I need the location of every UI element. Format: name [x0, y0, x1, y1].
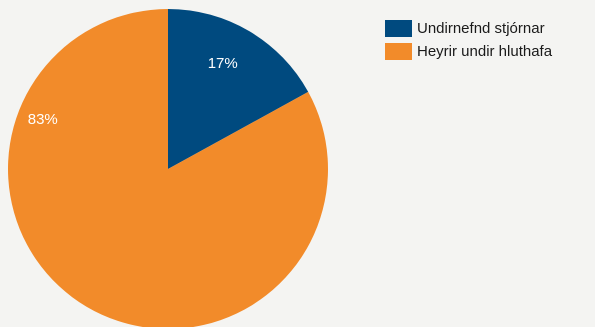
legend-item-heyrir-undir-hluthafa: Heyrir undir hluthafa [385, 43, 552, 60]
pie-slice-labels: 17% 83% [28, 55, 238, 128]
pie-slice-1 [8, 9, 328, 327]
pie-slice-label-0: 17% [208, 55, 238, 72]
pie-slice-label-1: 83% [28, 111, 58, 128]
legend-swatch [385, 43, 412, 60]
legend-label: Heyrir undir hluthafa [417, 43, 553, 60]
legend-item-undirnefnd-stjornar: Undirnefnd stjórnar [385, 20, 552, 37]
pie-slice-0 [168, 9, 309, 169]
legend-swatch [385, 20, 412, 37]
legend-label: Undirnefnd stjórnar [417, 20, 545, 37]
pie-slices [8, 9, 328, 327]
legend: Undirnefnd stjórnar Heyrir undir hluthaf… [385, 20, 552, 60]
